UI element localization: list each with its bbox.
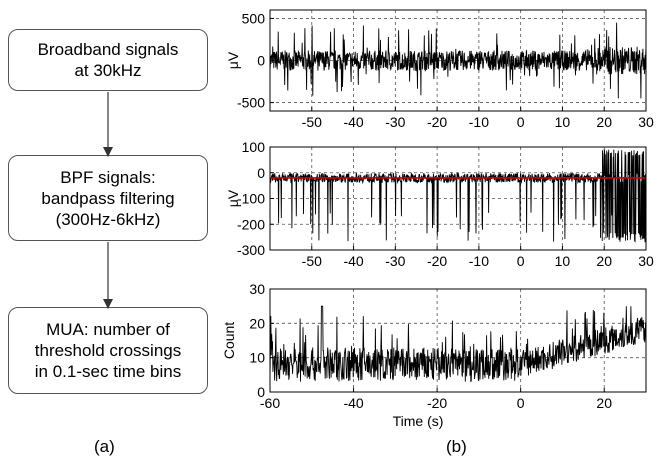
flow-box-mua: MUA: number of threshold crossings in 0.… — [8, 307, 208, 394]
y-tick-label: 20 — [249, 315, 265, 331]
box1-line2: at 30kHz — [74, 61, 142, 80]
caption-b: (b) — [446, 437, 467, 456]
box3-line1: MUA: number of — [46, 320, 170, 339]
chart-bottom: -60 -40 -20 0 20 0 10 20 30 Count Time (s) — [221, 281, 647, 429]
x-tick-label: -50 — [302, 253, 322, 269]
flow-box-broadband: Broadband signals at 30kHz — [8, 29, 208, 91]
box3-line2: threshold crossings — [34, 341, 182, 360]
y-tick-label: 100 — [242, 139, 266, 155]
series-line — [269, 148, 647, 243]
caption-a: (a) — [94, 437, 115, 456]
y-tick-label: 30 — [249, 281, 265, 297]
box2-line3: (300Hz-6kHz) — [55, 209, 161, 229]
box3-line3: in 0.1-sec time bins — [34, 362, 182, 381]
x-tick-label: 20 — [596, 253, 612, 269]
x-tick-label: -20 — [427, 395, 447, 411]
y-tick-label: -200 — [237, 216, 265, 232]
x-tick-label: -40 — [343, 395, 363, 411]
y-axis-label: μV — [225, 51, 241, 69]
box1-line1: Broadband signals — [37, 40, 179, 59]
box2-line1: BPF signals: — [60, 167, 156, 187]
y-tick-label: 0 — [257, 53, 265, 69]
y-tick-label: -500 — [237, 95, 265, 111]
y-axis-label: μV — [225, 189, 241, 207]
series-line — [269, 22, 647, 99]
x-tick-label: 20 — [596, 395, 612, 411]
x-tick-label: 30 — [638, 253, 654, 269]
x-tick-label: 20 — [596, 114, 612, 130]
y-tick-label: 0 — [257, 165, 265, 181]
x-tick-label: -20 — [427, 114, 447, 130]
x-tick-label: 10 — [555, 253, 571, 269]
series-line — [269, 305, 647, 383]
x-tick-label: -40 — [343, 114, 363, 130]
x-tick-label: -20 — [427, 253, 447, 269]
x-tick-label: -30 — [385, 253, 405, 269]
x-tick-label: 0 — [517, 395, 525, 411]
x-tick-label: -50 — [302, 114, 322, 130]
x-tick-label: -30 — [385, 114, 405, 130]
box2-line2: bandpass filtering — [41, 188, 175, 208]
y-axis-label: Count — [221, 322, 237, 359]
x-tick-label: -60 — [260, 395, 280, 411]
x-tick-label: -10 — [469, 114, 489, 130]
flow-box-bpf: BPF signals: bandpass filtering (300Hz-6… — [8, 155, 208, 241]
y-tick-label: 500 — [242, 10, 266, 26]
y-tick-label: -100 — [237, 191, 265, 207]
x-tick-label: 10 — [555, 114, 571, 130]
y-tick-label: 10 — [249, 350, 265, 366]
x-tick-label: -10 — [469, 253, 489, 269]
y-tick-label: -300 — [237, 242, 265, 258]
x-tick-label: -40 — [343, 253, 363, 269]
x-tick-label: 0 — [517, 253, 525, 269]
axes-frame — [269, 288, 647, 393]
x-tick-label: 30 — [638, 114, 654, 130]
y-tick-label: 0 — [257, 384, 265, 400]
x-axis-label: Time (s) — [393, 413, 444, 429]
chart-top: -50 -40 -30 -20 -10 0 10 20 30 -500 0 500 μV — [225, 9, 654, 130]
x-tick-label: 0 — [517, 114, 525, 130]
